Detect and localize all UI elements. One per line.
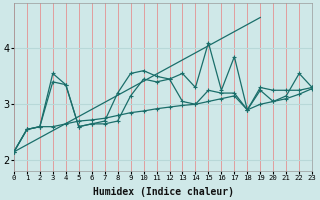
X-axis label: Humidex (Indice chaleur): Humidex (Indice chaleur) bbox=[92, 186, 234, 197]
